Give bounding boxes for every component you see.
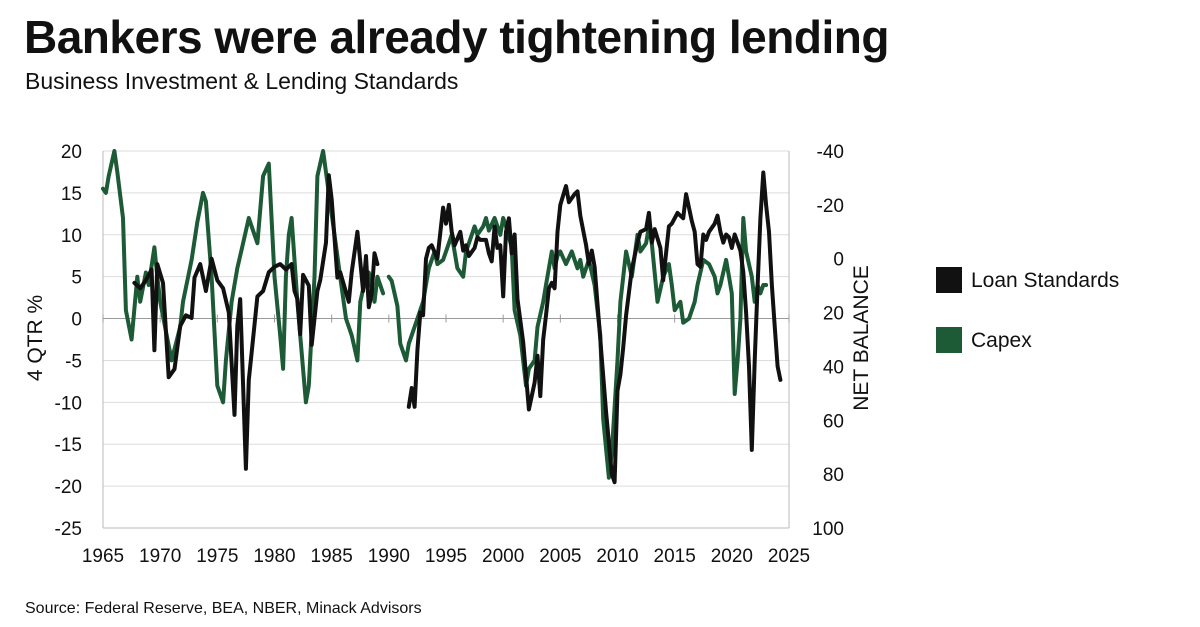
y-left-tick-label: -10: [55, 393, 82, 414]
y-left-tick-label: -15: [55, 435, 82, 456]
series-line-capex: [386, 216, 769, 480]
y-left-tick-label: 15: [61, 184, 82, 205]
x-tick-label: 1995: [425, 546, 467, 567]
x-tick-label: 2005: [539, 546, 581, 567]
left-axis-label: 4 QTR %: [24, 295, 47, 381]
chart-subtitle: Business Investment & Lending Standards: [25, 68, 459, 94]
legend-swatch-capex: [936, 327, 962, 353]
chart-title: Bankers were already tightening lending: [24, 11, 889, 63]
source-note: Source: Federal Reserve, BEA, NBER, Mina…: [25, 600, 422, 617]
x-tick-label: 2020: [711, 546, 753, 567]
y-right-tick-label: -40: [817, 142, 844, 163]
x-tick-label: 2010: [596, 546, 638, 567]
x-tick-label: 2000: [482, 546, 524, 567]
y-right-tick-label: 0: [833, 250, 844, 271]
y-right-tick-label: 80: [823, 465, 844, 486]
axes: [102, 151, 790, 529]
x-tick-label: 1980: [253, 546, 295, 567]
series-layer: [101, 149, 783, 485]
y-left-tick-label: -5: [65, 351, 82, 372]
x-tick-label: 1985: [311, 546, 353, 567]
y-left-tick-label: -25: [55, 519, 82, 540]
y-right-tick-label: 40: [823, 357, 844, 378]
x-tick-label: 1970: [139, 546, 181, 567]
y-right-tick-label: -20: [817, 196, 844, 217]
x-tick-label: 2015: [654, 546, 696, 567]
y-right-tick-label: 100: [812, 519, 844, 540]
y-left-tick-label: 10: [61, 226, 82, 247]
y-left-tick-label: 5: [71, 268, 82, 289]
right-axis-label: NET BALANCE: [850, 265, 873, 411]
tick-labels: 20151050-5-10-15-20-25-40-20020406080100…: [55, 142, 844, 567]
x-tick-label: 1975: [196, 546, 238, 567]
x-tick-label: 2025: [768, 546, 810, 567]
y-left-tick-label: 0: [71, 310, 82, 331]
legend-label-loan-standards: Loan Standards: [971, 269, 1119, 292]
y-left-tick-label: -20: [55, 477, 82, 498]
y-right-tick-label: 20: [823, 304, 844, 325]
legend: Loan Standards Capex: [936, 267, 1119, 353]
y-left-tick-label: 20: [61, 142, 82, 163]
x-tick-label: 1965: [82, 546, 124, 567]
x-tick-label: 1990: [368, 546, 410, 567]
series-line-loan-standards: [132, 173, 380, 471]
legend-swatch-loan-standards: [936, 267, 962, 293]
y-right-tick-label: 60: [823, 411, 844, 432]
legend-label-capex: Capex: [971, 329, 1032, 352]
series-line-loan-standards: [406, 170, 783, 485]
